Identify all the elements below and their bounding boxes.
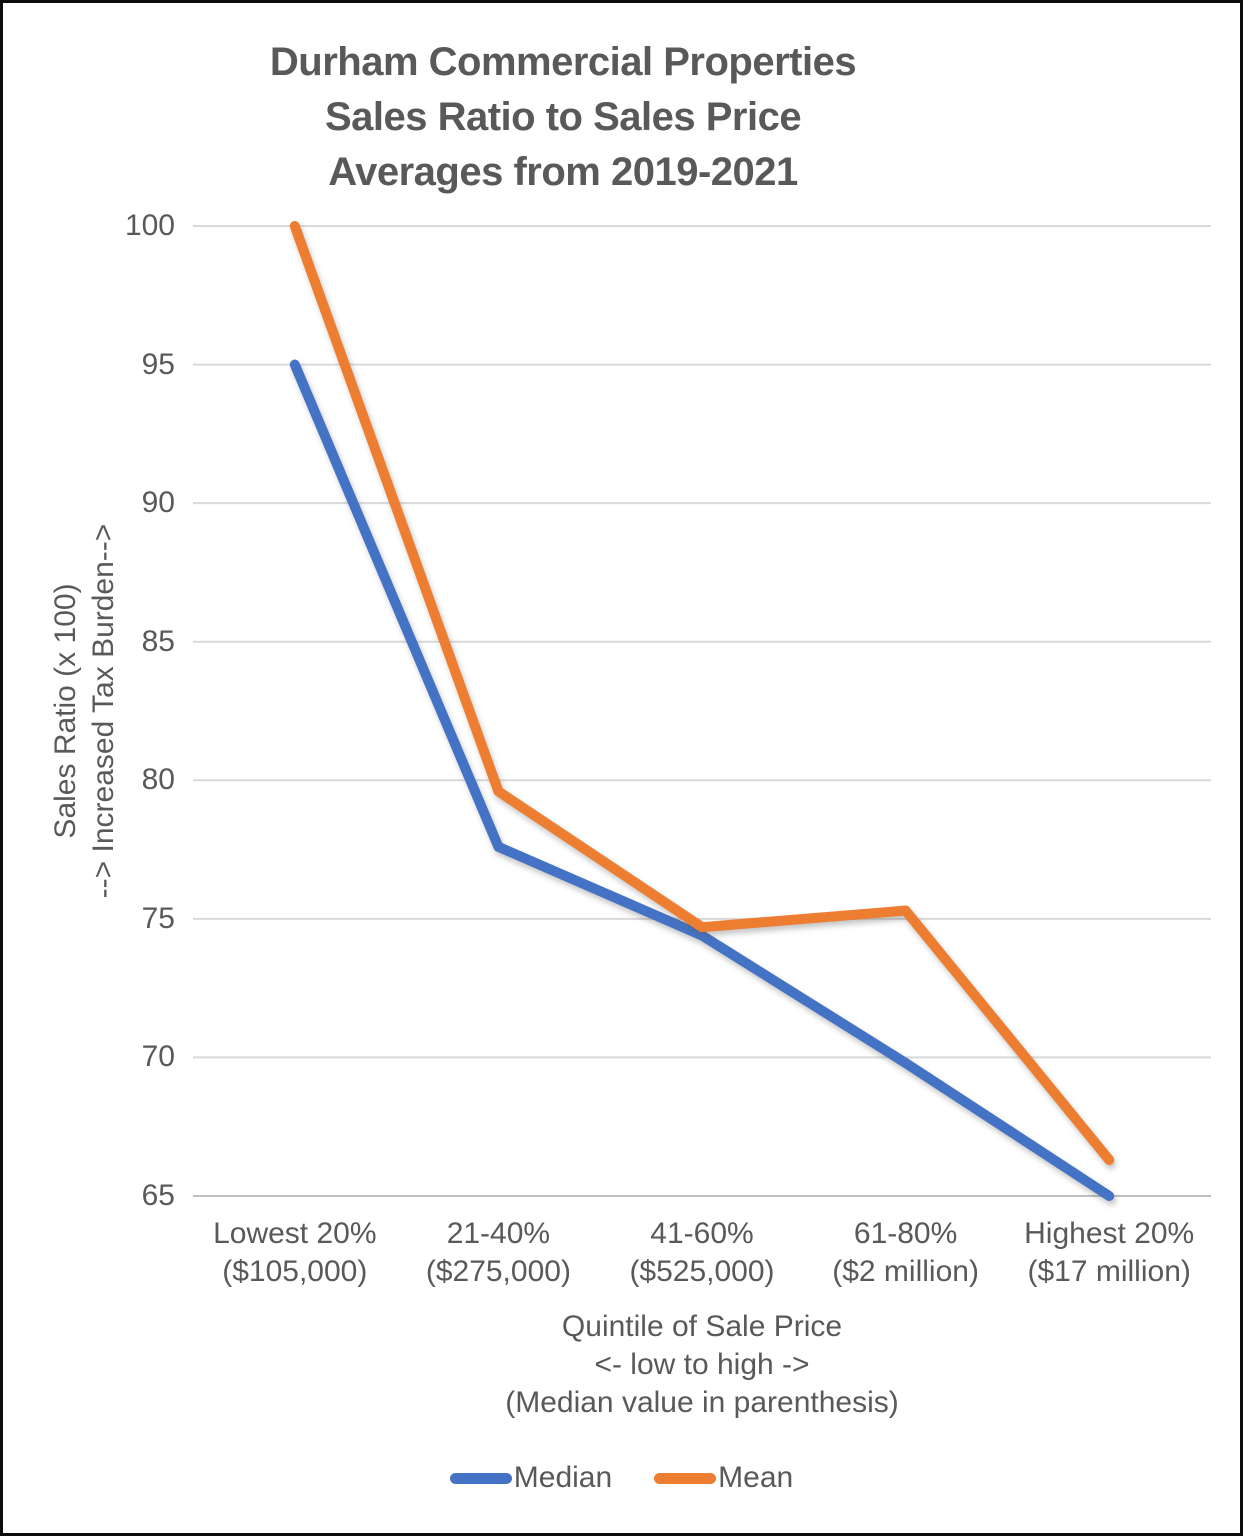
plot-area	[193, 221, 1211, 1201]
chart-title-line-1: Durham Commercial Properties	[269, 40, 857, 84]
x-category-label: 41-60% ($525,000)	[629, 1217, 775, 1288]
x-category-label: 61-80% ($2 million)	[832, 1217, 979, 1288]
y-tick-label: 85	[141, 624, 175, 658]
y-tick-label: 70	[141, 1040, 175, 1074]
legend-swatch-median	[449, 1472, 512, 1484]
y-tick-label: 80	[141, 763, 175, 797]
legend-item-median: Median	[449, 1461, 613, 1495]
chart-title-line-2: Sales Ratio to Sales Price	[324, 95, 802, 139]
series-line-median	[289, 359, 1115, 1201]
x-axis-title-line-2: <- low to high ->	[594, 1348, 810, 1381]
y-tick-label: 95	[141, 347, 175, 381]
chart-title: Durham Commercial Properties Sales Ratio…	[3, 35, 1123, 200]
y-tick-label: 100	[124, 209, 175, 242]
x-axis-title-line-3: (Median value in parenthesis)	[505, 1386, 899, 1419]
legend-item-mean: Mean	[654, 1461, 793, 1495]
chart-legend: Median Mean	[3, 1461, 1240, 1495]
x-axis-title: Quintile of Sale Price <- low to high ->…	[193, 1308, 1211, 1422]
x-category-label: Highest 20% ($17 million)	[1024, 1217, 1195, 1288]
series-line-mean	[289, 221, 1115, 1165]
y-tick-label: 90	[141, 486, 175, 520]
legend-swatch-mean	[654, 1472, 717, 1484]
legend-label-median: Median	[513, 1461, 613, 1494]
chart-title-line-3: Averages from 2019-2021	[328, 150, 798, 194]
y-tick-label: 65	[141, 1179, 175, 1212]
x-category-label: 21-40% ($275,000)	[425, 1217, 571, 1288]
x-category-label: Lowest 20% ($105,000)	[213, 1217, 377, 1288]
x-axis-title-line-1: Quintile of Sale Price	[561, 1310, 843, 1343]
legend-label-mean: Mean	[718, 1461, 794, 1494]
y-tick-label: 75	[141, 901, 175, 935]
